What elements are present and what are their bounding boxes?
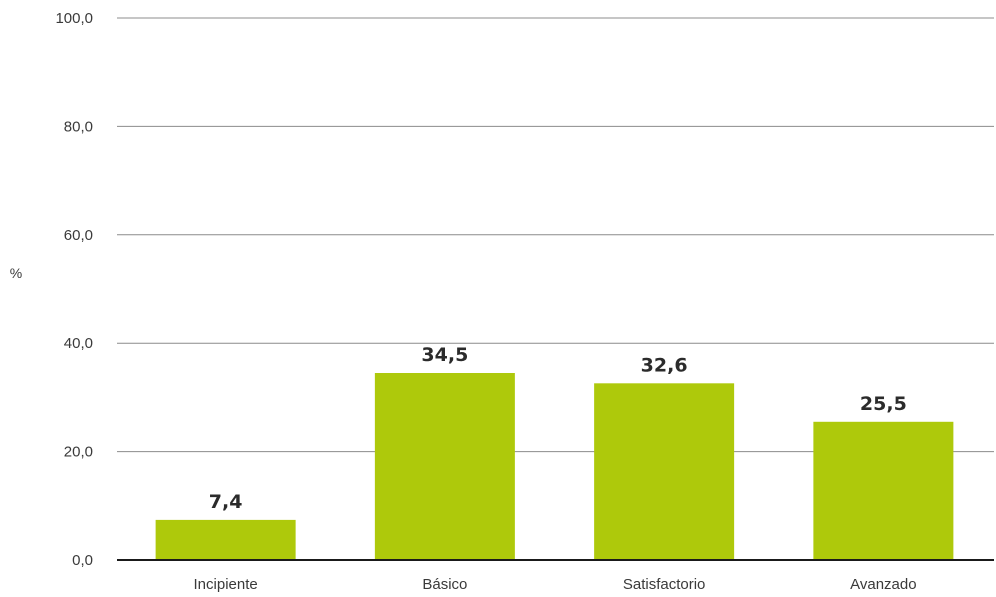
value-label: 7,4: [209, 491, 243, 513]
y-tick-label: 100,0: [55, 10, 93, 27]
value-label: 32,6: [641, 354, 688, 376]
value-label: 34,5: [421, 344, 468, 366]
bar: [155, 519, 296, 560]
x-tick-label: Avanzado: [850, 576, 916, 593]
y-axis-tick-labels: 0,0 20,0 40,0 60,0 80,0 100,0: [55, 10, 93, 569]
y-axis-label: %: [10, 265, 22, 281]
bar: [813, 421, 954, 560]
y-tick-label: 40,0: [64, 335, 93, 352]
bar: [594, 383, 735, 560]
value-labels: 7,4 34,5 32,6 25,5: [209, 344, 907, 513]
value-label: 25,5: [860, 393, 907, 415]
x-tick-label: Satisfactorio: [623, 576, 706, 593]
x-tick-label: Básico: [422, 576, 467, 593]
gridlines: [117, 17, 994, 453]
y-tick-label: 60,0: [64, 227, 93, 244]
y-tick-label: 80,0: [64, 118, 93, 135]
x-tick-label: Incipiente: [194, 576, 258, 593]
y-tick-label: 20,0: [64, 444, 93, 461]
y-tick-label: 0,0: [72, 552, 93, 569]
bars: [155, 373, 954, 560]
x-axis-category-labels: Incipiente Básico Satisfactorio Avanzado: [194, 576, 917, 593]
bar: [374, 373, 515, 560]
